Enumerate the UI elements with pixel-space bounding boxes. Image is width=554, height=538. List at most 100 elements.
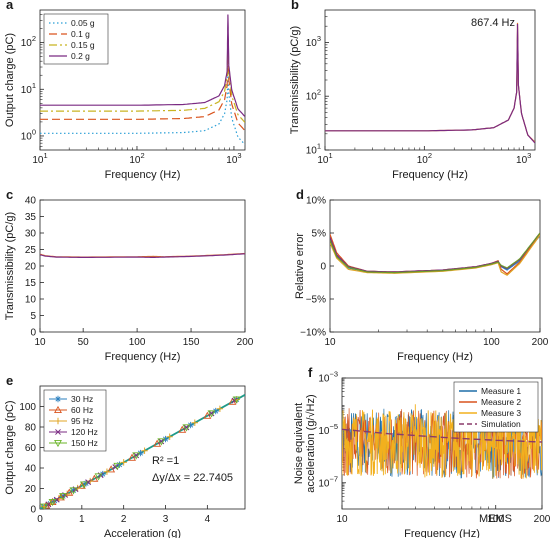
y-axis-label: Output charge (pC) xyxy=(4,33,16,127)
y-tick-label: 102 xyxy=(306,88,321,103)
marker-triangle-up xyxy=(77,481,86,489)
x-tick-label: 100 xyxy=(129,337,146,348)
y-tick-label: 25 xyxy=(25,245,37,256)
marker-triangle-down xyxy=(232,396,241,404)
marker-plus xyxy=(191,419,198,426)
marker-asterisk xyxy=(212,407,219,415)
x-tick-label: 50 xyxy=(78,337,90,348)
y-tick-label: 0 xyxy=(30,328,36,339)
series-line xyxy=(325,22,535,143)
marker-x xyxy=(208,410,215,417)
y-tick-label: 10−3 xyxy=(318,370,338,385)
legend-label: 30 Hz xyxy=(71,394,93,404)
y-tick-label: 40 xyxy=(25,196,37,207)
x-tick-label: 102 xyxy=(417,151,432,166)
marker-triangle-down xyxy=(113,462,122,471)
y-axis-label: Transmissibility (pC/g) xyxy=(289,26,301,134)
y-tick-label: 10 xyxy=(25,295,37,306)
marker-asterisk xyxy=(187,421,194,429)
panel-letter: a xyxy=(6,0,14,12)
x-tick-label: 200 xyxy=(532,337,549,348)
panel-letter: f xyxy=(308,365,313,380)
marker-asterisk xyxy=(99,470,106,478)
panel-b: 101 102 103 101 102 103 Frequency (Hz) Transmis… xyxy=(289,0,536,181)
legend-label: Measure 3 xyxy=(481,408,521,418)
marker-triangle-down xyxy=(40,503,49,509)
series-line xyxy=(40,73,245,146)
y-tick-label: 0 xyxy=(30,505,36,516)
marker-triangle-down xyxy=(94,473,103,481)
watermark-text: MEMS xyxy=(479,513,512,525)
series-line xyxy=(330,232,540,274)
y-tick-label: 15 xyxy=(25,278,37,289)
legend-label: 0.15 g xyxy=(71,40,95,50)
panel-a: 101 102 103 100 101 102 Frequency (Hz) Output c… xyxy=(4,0,246,181)
marker-x xyxy=(158,438,165,445)
y-tick-label: 10−7 xyxy=(318,474,338,489)
x-tick-label: 0 xyxy=(37,514,43,525)
x-tick-label: 10 xyxy=(34,337,46,348)
marker-triangle-down xyxy=(132,452,141,460)
marker-plus xyxy=(216,405,224,412)
marker-plus xyxy=(54,417,62,425)
y-axis-label: acceleration (g/√Hz) xyxy=(305,394,317,492)
x-tick-label: 150 xyxy=(183,337,200,348)
legend-label: Measure 2 xyxy=(481,397,521,407)
marker-plus xyxy=(166,433,173,440)
plot-frame xyxy=(39,9,246,151)
y-axis-label: Relative error xyxy=(294,233,306,299)
marker-triangle-down xyxy=(54,439,62,448)
marker-triangle-down xyxy=(157,438,166,446)
marker-asterisk xyxy=(70,487,77,494)
marker-asterisk xyxy=(162,435,169,443)
marker-asterisk xyxy=(137,449,144,457)
plot-area xyxy=(40,14,245,146)
legend-label: Simulation xyxy=(481,419,521,429)
x-tick-label: 101 xyxy=(317,151,332,166)
series-line xyxy=(40,14,245,117)
series-line xyxy=(325,23,535,144)
y-tick-label: 102 xyxy=(21,34,36,49)
x-axis-label: Acceleration (g) xyxy=(104,528,181,538)
series-line xyxy=(40,58,245,132)
y-tick-label: 35 xyxy=(25,212,37,223)
x-tick-label: 200 xyxy=(534,514,551,525)
panel-f: 10 100 200 10−7 10−5 10−3 Frequency (Hz) Noise … xyxy=(293,365,551,538)
panel-c: 10 50 100 150 200 0 5 10 15 20 25 30 35 40 Frequency (… xyxy=(4,187,254,363)
legend-label: Measure 1 xyxy=(481,386,521,396)
noise-trace xyxy=(342,408,542,479)
y-tick-label: 0 xyxy=(320,262,326,273)
y-tick-label: 10% xyxy=(306,196,326,207)
y-tick-label: 40 xyxy=(25,464,37,475)
marker-x xyxy=(183,424,190,431)
x-axis-label: Frequency (Hz) xyxy=(105,169,181,181)
series-line xyxy=(330,234,540,276)
y-axis-label: Transmissibility (pC/g) xyxy=(4,212,16,320)
y-tick-label: 100 xyxy=(21,127,36,142)
plot-area xyxy=(40,393,245,509)
plot-frame xyxy=(39,199,246,333)
y-tick-label: 20 xyxy=(25,484,37,495)
x-tick-label: 10 xyxy=(324,337,336,348)
simulation-line xyxy=(342,428,542,443)
x-tick-label: 200 xyxy=(237,337,254,348)
x-axis-label: Frequency (Hz) xyxy=(105,351,181,363)
x-tick-label: 4 xyxy=(205,514,211,525)
marker-asterisk xyxy=(54,395,62,403)
marker-triangle-down xyxy=(69,487,78,495)
legend-label: 95 Hz xyxy=(71,416,93,426)
r-squared-annotation: R² =1 xyxy=(152,455,179,467)
marker-plus xyxy=(103,468,111,475)
series-line xyxy=(330,232,540,273)
plot-frame xyxy=(324,9,536,151)
x-tick-label: 102 xyxy=(129,151,144,166)
x-tick-label: 103 xyxy=(516,151,531,166)
legend-label: 0.1 g xyxy=(71,29,90,39)
marker-x xyxy=(55,429,61,435)
y-tick-label: 30 xyxy=(25,229,37,240)
y-tick-label: 60 xyxy=(25,443,37,454)
series-line xyxy=(40,49,245,123)
marker-triangle-up xyxy=(90,474,99,482)
